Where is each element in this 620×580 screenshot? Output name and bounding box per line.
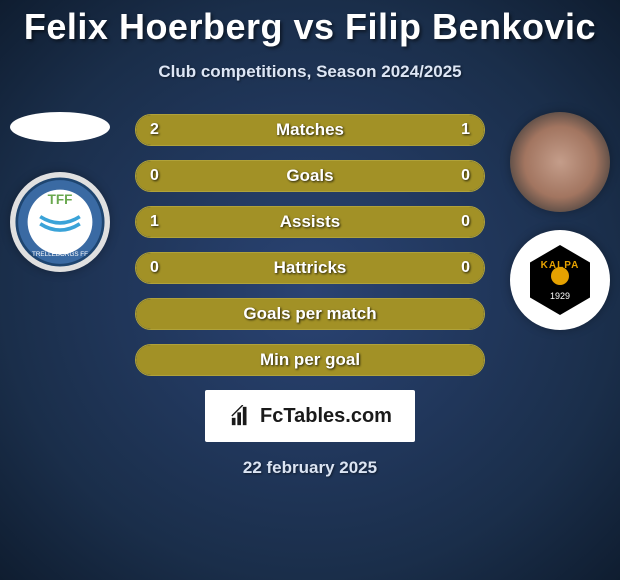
svg-text:TRELLEBORGS FF: TRELLEBORGS FF <box>32 251 88 258</box>
svg-text:TFF: TFF <box>48 192 73 207</box>
kalpa-ball-icon <box>551 267 569 285</box>
stat-label: Assists <box>136 212 484 232</box>
date-label: 22 february 2025 <box>0 458 620 478</box>
subtitle: Club competitions, Season 2024/2025 <box>0 62 620 82</box>
stat-row: 1Assists0 <box>135 206 485 238</box>
brand-label: FcTables.com <box>260 405 392 428</box>
stat-row: Min per goal <box>135 344 485 376</box>
page-title: Felix Hoerberg vs Filip Benkovic <box>0 0 620 48</box>
comparison-content: TFF TRELLEBORGS FF KALPA 1929 2Matches1 0… <box>0 112 620 376</box>
player-left-avatar-placeholder <box>10 112 110 142</box>
stat-row: 0Goals0 <box>135 160 485 192</box>
stat-label: Goals per match <box>136 304 484 324</box>
stat-row: 0Hattricks0 <box>135 252 485 284</box>
stats-panel: 2Matches1 0Goals0 1Assists0 0Hattricks0 Goal… <box>135 112 485 376</box>
left-column-avatars: TFF TRELLEBORGS FF <box>10 112 110 272</box>
right-column-avatars: KALPA 1929 <box>510 112 610 330</box>
stat-label: Hattricks <box>136 258 484 278</box>
trelleborgs-badge-icon: TFF TRELLEBORGS FF <box>15 177 105 267</box>
brand-box: FcTables.com <box>205 390 415 442</box>
stat-row: 2Matches1 <box>135 114 485 146</box>
bar-chart-icon <box>228 405 254 427</box>
club-badge-right: KALPA 1929 <box>510 230 610 330</box>
club-badge-left: TFF TRELLEBORGS FF <box>10 172 110 272</box>
kalpa-badge-icon: KALPA 1929 <box>530 245 590 315</box>
stat-label: Min per goal <box>136 350 484 370</box>
club-right-year: 1929 <box>550 291 570 301</box>
stat-label: Matches <box>136 120 484 140</box>
stat-label: Goals <box>136 166 484 186</box>
stat-row: Goals per match <box>135 298 485 330</box>
player-right-avatar <box>510 112 610 212</box>
